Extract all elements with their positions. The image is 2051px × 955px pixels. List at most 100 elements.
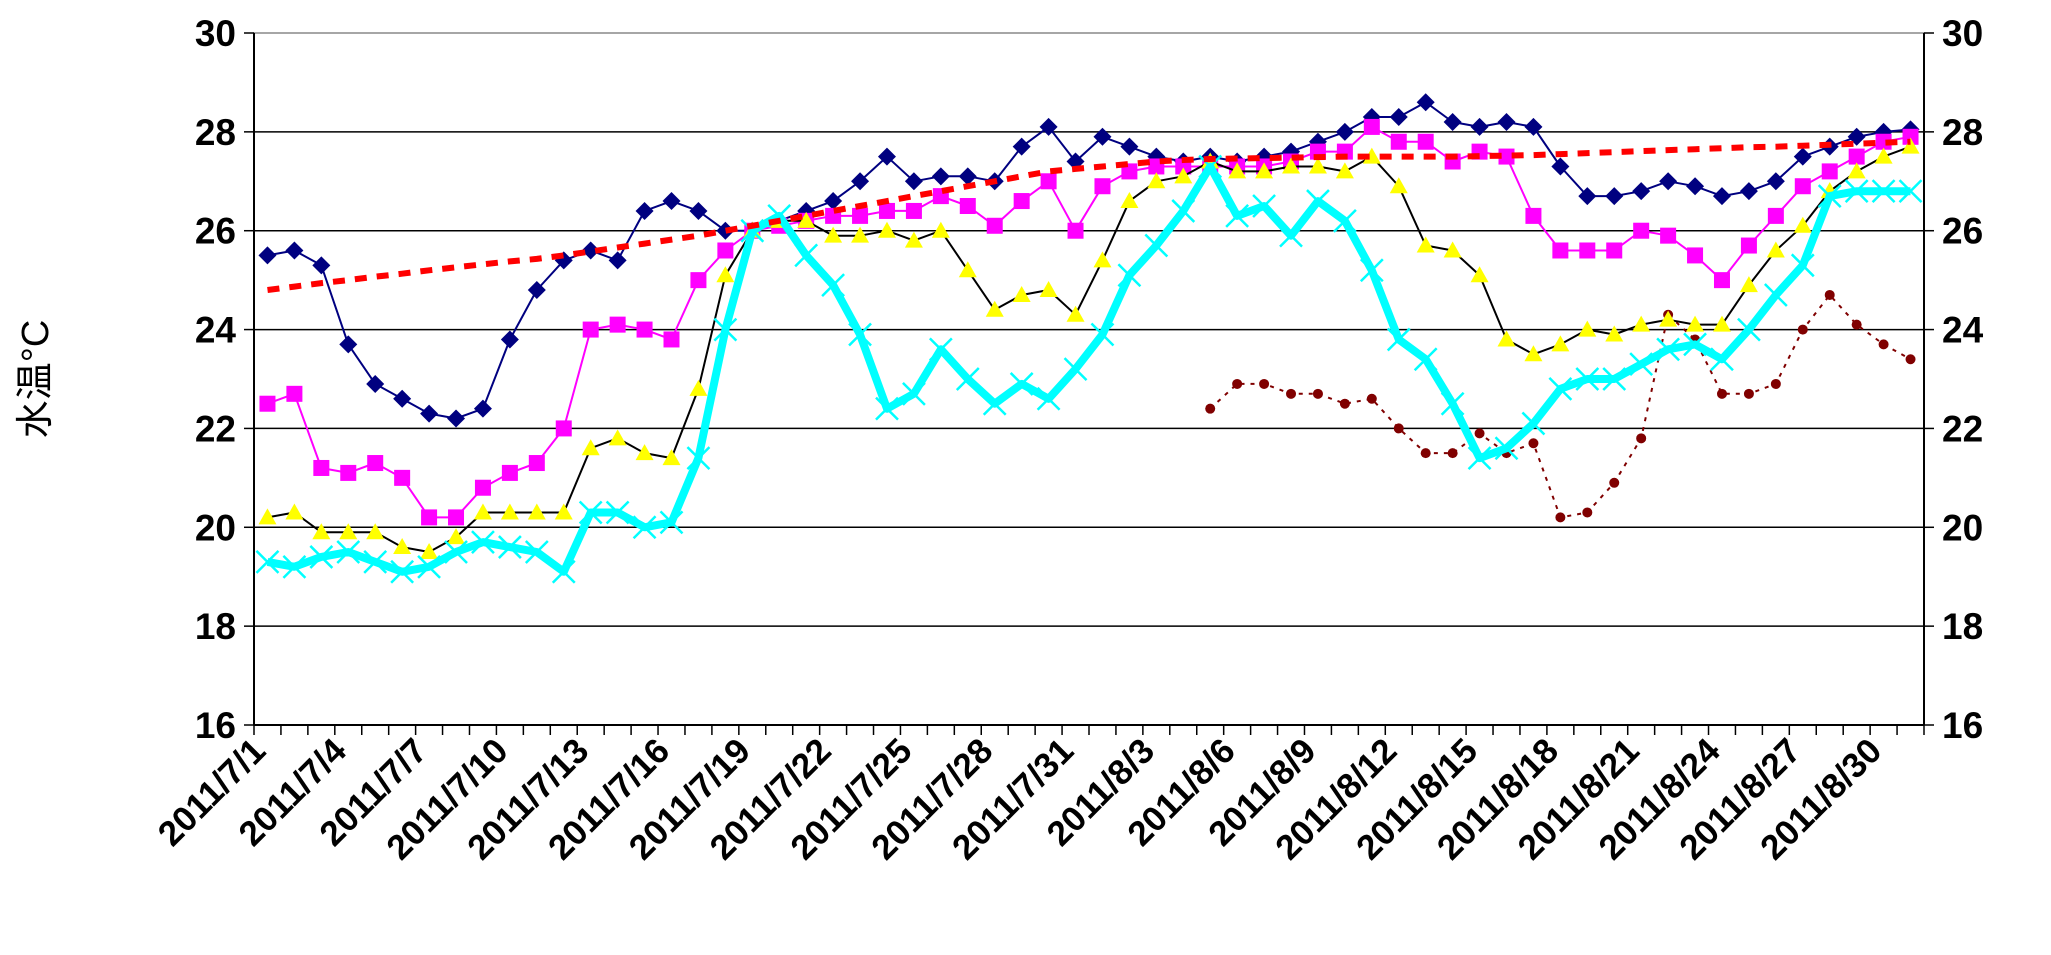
- marker: [285, 503, 304, 520]
- y-axis-label: 水温°C: [15, 320, 57, 439]
- marker: [1036, 386, 1061, 411]
- marker: [1659, 310, 1678, 327]
- marker: [1497, 112, 1516, 131]
- y-tick-label: 22: [195, 408, 236, 449]
- marker: [1824, 289, 1835, 300]
- marker: [1386, 327, 1411, 352]
- marker: [581, 241, 600, 260]
- y2-tick-label: 30: [1942, 13, 1983, 54]
- marker: [1090, 322, 1115, 347]
- marker: [1225, 204, 1250, 228]
- marker: [1844, 179, 1869, 204]
- marker: [528, 455, 545, 472]
- marker: [824, 192, 843, 211]
- marker: [473, 503, 492, 520]
- marker: [448, 509, 465, 526]
- marker: [582, 321, 599, 338]
- marker: [1390, 133, 1407, 150]
- marker: [551, 559, 576, 584]
- marker: [662, 449, 681, 466]
- marker: [1144, 233, 1169, 258]
- marker: [1659, 172, 1678, 191]
- marker: [554, 503, 573, 520]
- marker: [578, 500, 603, 525]
- marker: [848, 322, 872, 347]
- marker: [1578, 187, 1597, 206]
- marker: [958, 261, 977, 278]
- marker: [1790, 253, 1815, 278]
- marker: [1335, 122, 1354, 141]
- marker: [689, 379, 708, 396]
- marker: [1632, 315, 1651, 332]
- marker: [1606, 242, 1623, 259]
- marker: [659, 510, 684, 535]
- marker: [1633, 222, 1650, 239]
- marker: [1605, 325, 1624, 342]
- marker: [1255, 162, 1274, 179]
- marker: [608, 429, 627, 446]
- marker: [1308, 157, 1327, 174]
- marker: [1794, 178, 1811, 195]
- marker: [258, 246, 277, 265]
- marker: [1528, 438, 1539, 449]
- marker: [1470, 117, 1489, 136]
- marker: [1575, 367, 1600, 391]
- y-tick-label: 30: [195, 13, 236, 54]
- marker: [313, 459, 330, 476]
- marker: [394, 469, 411, 486]
- marker: [1817, 184, 1842, 208]
- marker: [1066, 305, 1085, 322]
- marker: [1205, 403, 1216, 414]
- plot-area: [253, 32, 1925, 726]
- marker: [1393, 423, 1404, 434]
- marker: [1552, 242, 1569, 259]
- marker: [635, 444, 654, 461]
- marker: [1821, 163, 1838, 180]
- marker: [1363, 118, 1380, 135]
- marker: [417, 554, 441, 579]
- marker: [1766, 172, 1785, 191]
- marker: [1874, 147, 1893, 164]
- marker: [905, 202, 922, 219]
- marker: [339, 335, 358, 354]
- marker: [1551, 157, 1570, 176]
- marker: [1312, 388, 1323, 399]
- marker: [1121, 163, 1138, 180]
- marker: [1686, 315, 1705, 332]
- marker: [904, 231, 923, 248]
- marker: [501, 464, 518, 481]
- marker: [632, 515, 657, 540]
- marker: [716, 221, 735, 240]
- marker: [1366, 393, 1377, 404]
- marker: [1259, 378, 1270, 389]
- marker: [1602, 367, 1627, 391]
- marker: [555, 420, 572, 437]
- marker: [1417, 133, 1434, 150]
- y2-tick-label: 16: [1942, 705, 1983, 746]
- marker: [420, 404, 439, 423]
- marker: [851, 226, 870, 243]
- marker: [339, 523, 358, 540]
- marker: [1902, 128, 1919, 145]
- series-line: [267, 138, 1911, 293]
- marker: [1279, 223, 1303, 248]
- marker: [635, 201, 654, 220]
- y2-tick-label: 22: [1942, 408, 1983, 449]
- marker: [1252, 194, 1276, 218]
- marker: [1039, 281, 1058, 298]
- marker: [1389, 108, 1408, 127]
- marker: [1286, 388, 1297, 399]
- y-tick-label: 20: [195, 507, 236, 548]
- marker: [1551, 335, 1570, 352]
- marker: [1335, 162, 1354, 179]
- marker: [904, 172, 923, 191]
- marker: [852, 207, 869, 224]
- marker: [1683, 332, 1707, 357]
- marker: [1739, 182, 1758, 201]
- marker: [447, 528, 466, 545]
- marker: [1687, 247, 1704, 264]
- marker: [1494, 436, 1519, 461]
- marker: [686, 446, 711, 470]
- marker: [1898, 179, 1923, 204]
- marker: [1901, 137, 1920, 154]
